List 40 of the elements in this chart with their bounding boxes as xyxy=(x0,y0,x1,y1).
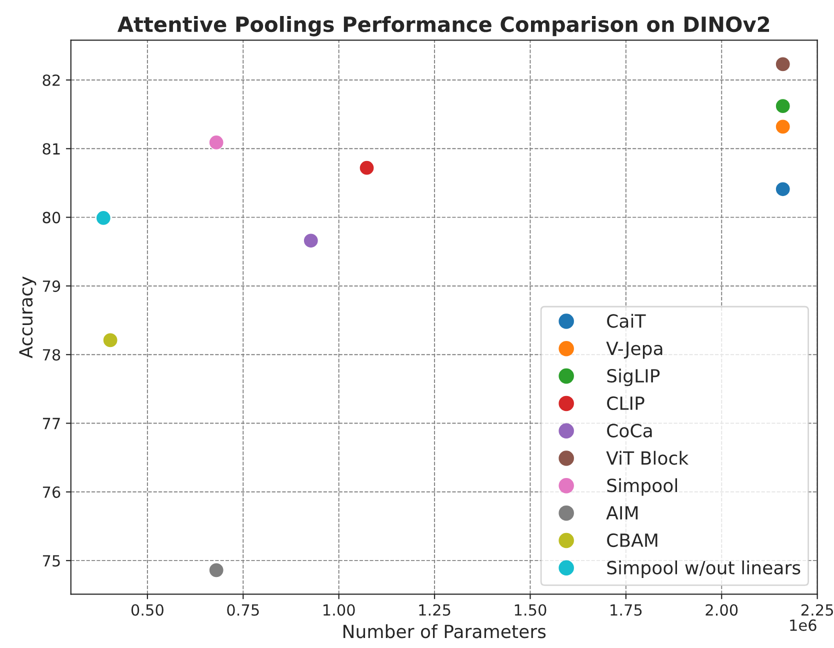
legend-label: Simpool w/out linears xyxy=(607,560,800,578)
legend-label: CoCa xyxy=(607,424,652,438)
legend-label: AIM xyxy=(606,506,638,520)
x-tick-label: 1.00 xyxy=(324,604,355,616)
x-tick-label: 2.00 xyxy=(706,604,738,616)
y-tick-label: 75 xyxy=(42,555,60,567)
legend-label: ViT Block xyxy=(606,450,689,465)
x-tick-label: 0.75 xyxy=(227,604,259,616)
point xyxy=(775,98,791,114)
y-tick-label: 81 xyxy=(42,143,60,155)
point xyxy=(775,119,791,134)
point xyxy=(775,56,791,72)
point xyxy=(102,332,118,348)
text: 1e6 xyxy=(790,619,816,631)
point xyxy=(775,182,791,197)
point xyxy=(208,134,224,150)
x-tick-label: 2.25 xyxy=(801,604,833,616)
legend-label: CLIP xyxy=(607,396,644,410)
x-tick-label: 0.50 xyxy=(131,604,164,616)
legend-label: CBAM xyxy=(607,533,658,548)
point xyxy=(303,233,319,248)
y-tick-label: 76 xyxy=(42,486,60,498)
x-tick-label: 1.25 xyxy=(419,604,450,616)
point xyxy=(208,562,224,578)
y-axis-title: Accuracy xyxy=(19,276,36,358)
legend-label: CaiT xyxy=(607,314,646,328)
y-tick-label: 77 xyxy=(42,418,60,430)
x-tick-label: 1.50 xyxy=(514,604,546,616)
x-tick-label: 1.75 xyxy=(610,604,642,616)
point xyxy=(359,160,374,176)
legend-label: V-Jepa xyxy=(606,342,662,359)
point xyxy=(96,210,112,226)
y-tick-label: 82 xyxy=(42,74,60,86)
y-tick-label: 78 xyxy=(42,349,60,361)
legend-label: SigLIP xyxy=(607,368,660,386)
chart-title: Attentive Poolings Performance Comparison on DINOv2 xyxy=(117,16,770,36)
y-tick-label: 80 xyxy=(42,212,60,224)
x-axis-title: Number of Parameters xyxy=(344,624,546,638)
legend-label: Simpool xyxy=(607,478,677,496)
y-tick-label: 79 xyxy=(42,280,60,292)
